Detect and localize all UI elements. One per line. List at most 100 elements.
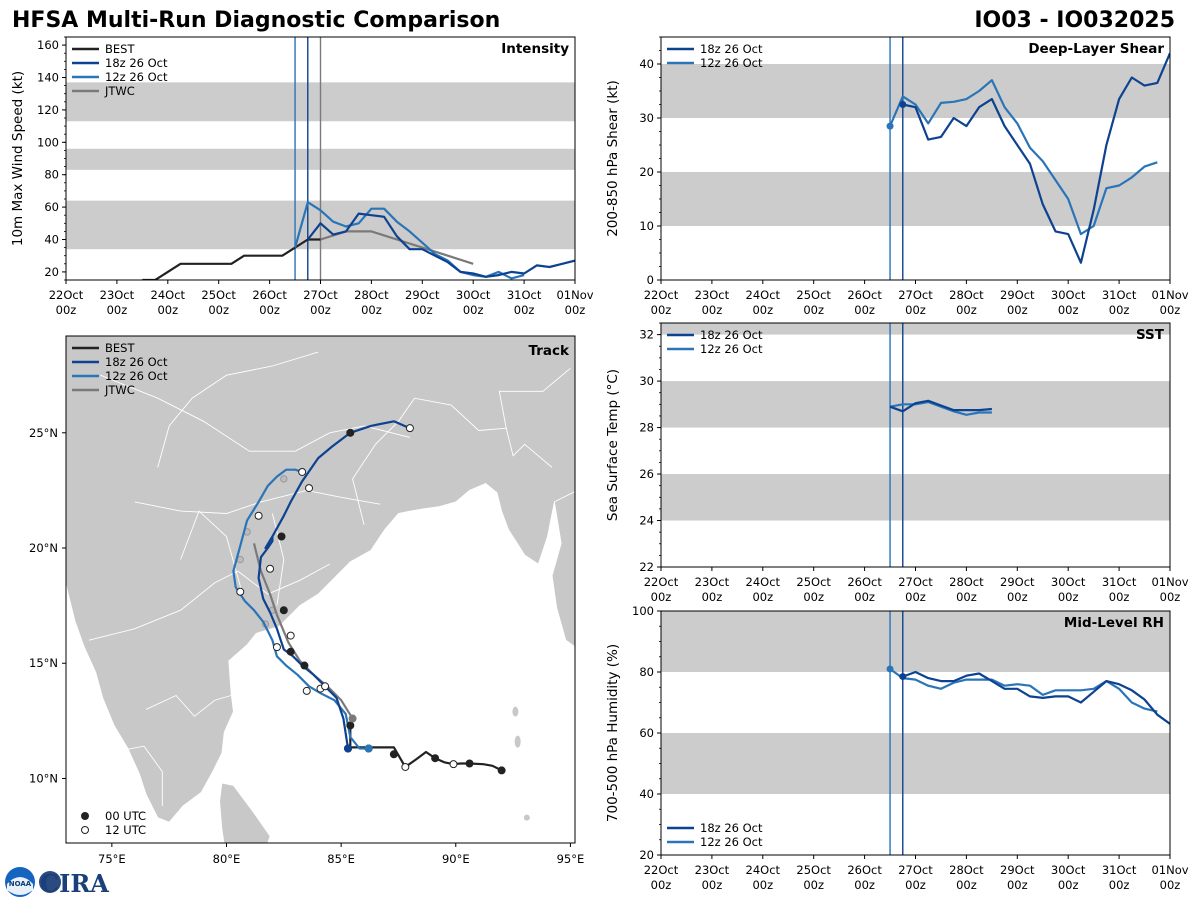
intensity-ytick-label: 140: [37, 71, 59, 85]
track-ytick-label: 10°N: [29, 771, 58, 785]
panel-shear: 01020304022Oct00z23Oct00z24Oct00z25Oct00…: [605, 36, 1189, 317]
intensity-xtick-date: 28Oct: [354, 288, 389, 302]
intensity-ytick-label: 100: [37, 135, 59, 149]
sst-xtick-hour: 00z: [854, 590, 875, 604]
sst-xtick-date: 28Oct: [949, 575, 984, 589]
rh-legend-label: 18z 26 Oct: [700, 821, 763, 835]
track-best-point: [431, 754, 440, 763]
rh-xtick-hour: 00z: [956, 878, 977, 892]
panel-rh: 2040608010022Oct00z23Oct00z24Oct00z25Oct…: [605, 604, 1189, 892]
panel-sst: 22242628303222Oct00z23Oct00z24Oct00z25Oc…: [605, 322, 1189, 604]
sst-xtick-hour: 00z: [956, 590, 977, 604]
cira-logo-text: CIRA: [40, 869, 109, 898]
shear-xtick-hour: 00z: [1007, 303, 1028, 317]
land-sri-lanka: [219, 782, 271, 843]
shear-xtick-date: 22Oct: [644, 288, 679, 302]
rh-xtick-hour: 00z: [1058, 878, 1079, 892]
intensity-xtick-date: 22Oct: [49, 288, 84, 302]
rh-xtick-date: 23Oct: [695, 863, 730, 877]
sst-xtick-hour: 00z: [905, 590, 926, 604]
shear-legend-label: 18z 26 Oct: [700, 42, 763, 56]
track-marker-legend-symbol: [81, 826, 89, 834]
land-myanmar: [551, 491, 575, 648]
intensity-ytick-label: 20: [44, 265, 59, 279]
intensity-xtick-hour: 00z: [463, 303, 484, 317]
rh-ytick-label: 60: [639, 726, 654, 740]
track-xtick-label: 90°E: [442, 852, 470, 866]
track-run12-start: [364, 744, 373, 753]
rh-xtick-date: 22Oct: [644, 863, 679, 877]
track-ytick-label: 25°N: [29, 426, 58, 440]
track-best-point: [449, 760, 458, 769]
intensity-xtick-hour: 00z: [514, 303, 535, 317]
faint-position-marker: [280, 475, 288, 483]
shear-xtick-hour: 00z: [803, 303, 824, 317]
sst-ytick-label: 22: [639, 560, 654, 574]
sst-xtick-hour: 00z: [752, 590, 773, 604]
track-run12-point: [302, 686, 311, 695]
track-best-line: [349, 725, 503, 772]
state-border: [100, 374, 411, 452]
track-run18-point: [286, 647, 295, 656]
shear-xtick-date: 23Oct: [695, 288, 730, 302]
storm-id-title: IO03 - IO032025: [974, 8, 1175, 33]
sst-band: [661, 474, 1170, 521]
shear-xtick-date: 27Oct: [898, 288, 933, 302]
state-border: [118, 745, 163, 807]
track-xtick-label: 95°E: [557, 852, 585, 866]
rh-band: [661, 611, 1170, 672]
intensity-ytick-label: 160: [37, 38, 59, 52]
rh-xtick-date: 01Nov: [1151, 863, 1188, 877]
intensity-legend-label: JTWC: [104, 84, 135, 98]
cira-globe-icon: [39, 871, 61, 893]
shear-xtick-date: 24Oct: [746, 288, 781, 302]
track-run18-point: [300, 661, 309, 670]
intensity-legend-label: 18z 26 Oct: [105, 56, 168, 70]
sst-series: [889, 399, 992, 416]
shear-xtick-hour: 00z: [1109, 303, 1130, 317]
track-frame: [65, 335, 576, 844]
state-border: [88, 563, 330, 641]
rh-ytick-label: 80: [639, 665, 654, 679]
rh-xtick-date: 30Oct: [1051, 863, 1086, 877]
track-run18-point: [279, 606, 288, 615]
rh-run12-init-marker: [886, 665, 894, 673]
intensity-series: [142, 201, 575, 280]
intensity-ylabel: 10m Max Wind Speed (kt): [10, 71, 26, 246]
rh-xtick-date: 26Oct: [847, 863, 882, 877]
track-y-axis: 10°N 15°N 20°N 25°N: [29, 426, 66, 785]
sst-xtick-date: 23Oct: [695, 575, 730, 589]
track-run12-point: [236, 587, 245, 596]
rh-run12-line: [889, 668, 1158, 713]
intensity-xtick-hour: 00z: [412, 303, 433, 317]
shear-series: [888, 52, 1170, 264]
shear-ytick-label: 0: [647, 273, 654, 287]
shear-legend-label: 12z 26 Oct: [700, 56, 763, 70]
track-x-axis: 75°E 80°E 85°E 90°E 95°E: [98, 843, 584, 866]
sst-xtick-hour: 00z: [1109, 590, 1130, 604]
intensity-run18-line: [306, 212, 575, 278]
rh-xtick-date: 29Oct: [1000, 863, 1035, 877]
intensity-y-axis: 20 40 60 80 100 120 140 160: [37, 36, 66, 281]
track-run18-point: [277, 532, 286, 541]
panel-track: 75°E 80°E 85°E 90°E 95°E 10°N 15°N 20°N 25°N Trac…: [29, 335, 584, 866]
intensity-ytick-label: 40: [44, 233, 59, 247]
sst-xtick-date: 01Nov: [1151, 575, 1188, 589]
shear-xtick-hour: 00z: [956, 303, 977, 317]
shear-xtick-date: 25Oct: [796, 288, 831, 302]
intensity-xtick-hour: 00z: [157, 303, 178, 317]
shear-xtick-hour: 00z: [651, 303, 672, 317]
sst-ylabel: Sea Surface Temp (°C): [605, 369, 621, 521]
track-best-point: [346, 721, 355, 730]
land-andaman-islands: [523, 814, 530, 821]
track-legend-label: 18z 26 Oct: [105, 355, 168, 369]
intensity-xtick-date: 30Oct: [456, 288, 491, 302]
intensity-xtick-hour: 00z: [208, 303, 229, 317]
rh-band: [661, 733, 1170, 794]
track-xtick-label: 85°E: [327, 852, 355, 866]
intensity-xtick-hour: 00z: [361, 303, 382, 317]
intensity-best-line: [142, 238, 321, 280]
shear-ytick-label: 40: [639, 57, 654, 71]
sst-run12-line: [889, 400, 992, 416]
